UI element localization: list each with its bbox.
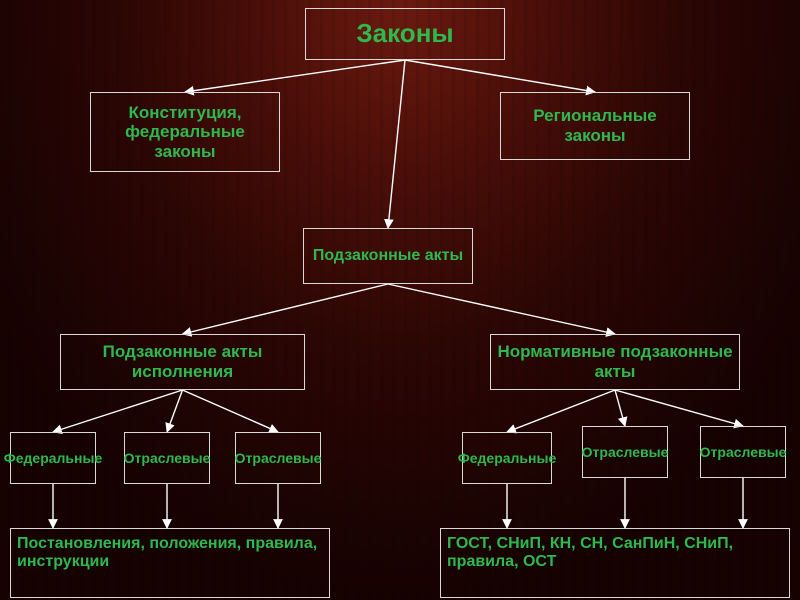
- edge-exec-e_otr1: [167, 390, 183, 432]
- node-regional: Региональные законы: [500, 92, 690, 160]
- node-sub: Подзаконные акты: [303, 228, 473, 284]
- node-e_otr1: Отраслевые: [124, 432, 210, 484]
- node-e_otr2: Отраслевые: [235, 432, 321, 484]
- node-n_fed: Федеральные: [462, 432, 552, 484]
- edge-root-const: [185, 60, 405, 92]
- node-n_otr1: Отраслевые: [582, 426, 668, 478]
- edge-sub-norm: [388, 284, 615, 334]
- edge-sub-exec: [183, 284, 389, 334]
- node-e_fed: Федеральные: [10, 432, 96, 484]
- node-left_out: Постановления, положения, правила, инстр…: [10, 528, 330, 598]
- node-label: ГОСТ, СНиП, КН, СН, СанПиН, СНиП, правил…: [447, 535, 783, 572]
- node-label: Федеральные: [458, 450, 556, 466]
- node-label: Подзаконные акты исполнения: [67, 342, 298, 381]
- node-label: Региональные законы: [507, 106, 683, 145]
- node-label: Конституция, федеральные законы: [97, 103, 273, 162]
- node-label: Подзаконные акты: [313, 247, 463, 265]
- node-exec: Подзаконные акты исполнения: [60, 334, 305, 390]
- node-label: Федеральные: [4, 450, 102, 466]
- node-label: Законы: [356, 19, 453, 49]
- node-label: Отраслевые: [582, 444, 669, 460]
- node-const: Конституция, федеральные законы: [90, 92, 280, 172]
- node-label: Отраслевые: [700, 444, 787, 460]
- node-label: Нормативные подзаконные акты: [497, 342, 733, 381]
- node-label: Отраслевые: [124, 450, 211, 466]
- node-right_out: ГОСТ, СНиП, КН, СН, СанПиН, СНиП, правил…: [440, 528, 790, 598]
- edge-root-sub: [388, 60, 405, 228]
- node-root: Законы: [305, 8, 505, 60]
- edge-norm-n_otr2: [615, 390, 743, 426]
- edge-exec-e_otr2: [183, 390, 279, 432]
- node-norm: Нормативные подзаконные акты: [490, 334, 740, 390]
- node-label: Постановления, положения, правила, инстр…: [17, 535, 323, 572]
- edge-norm-n_otr1: [615, 390, 625, 426]
- edge-exec-e_fed: [53, 390, 183, 432]
- diagram-edges: [0, 0, 800, 600]
- node-label: Отраслевые: [235, 450, 322, 466]
- node-n_otr2: Отраслевые: [700, 426, 786, 478]
- edge-root-regional: [405, 60, 595, 92]
